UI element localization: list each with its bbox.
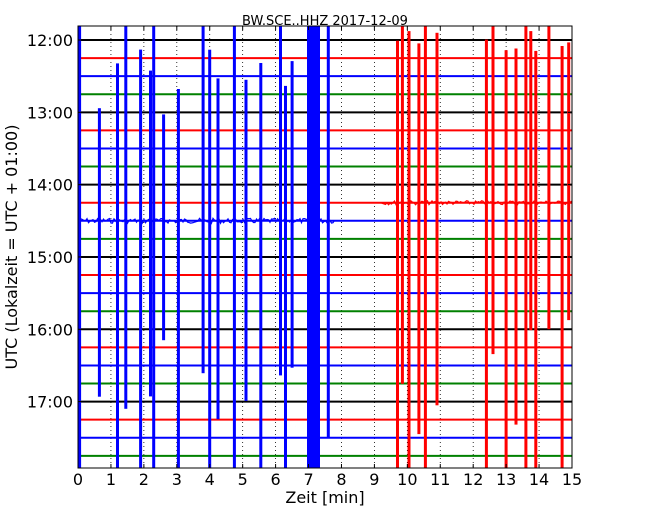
seismic-event <box>417 43 421 435</box>
seismic-event <box>529 31 533 331</box>
y-tick-label: 16:00 <box>27 320 73 339</box>
y-tick-label: 14:00 <box>27 176 73 195</box>
strong-event <box>308 26 320 468</box>
seismic-event <box>400 26 404 384</box>
plot-frame <box>77 25 573 469</box>
x-tick-label: 4 <box>205 470 215 489</box>
x-tick-label: 10 <box>397 470 417 489</box>
trace-rows <box>77 39 572 457</box>
x-tick-label: 14 <box>529 470 549 489</box>
x-tick-label: 2 <box>139 470 149 489</box>
seismic-event <box>216 78 220 420</box>
seismic-event <box>547 26 551 330</box>
seismic-event <box>78 26 82 468</box>
seismic-event <box>284 85 287 469</box>
x-tick-label: 5 <box>238 470 248 489</box>
seismic-event <box>290 61 294 368</box>
seismic-event <box>124 26 128 409</box>
x-tick-label: 12 <box>463 470 483 489</box>
seismic-event <box>423 26 427 468</box>
x-tick-label: 7 <box>303 470 313 489</box>
y-axis-ticks: 12:00 13:00 14:00 15:00 16:00 17:00 <box>27 31 572 412</box>
y-tick-label: 15:00 <box>27 248 73 267</box>
x-tick-label: 1 <box>106 470 116 489</box>
x-tick-label: 15 <box>562 470 582 489</box>
seismic-event <box>504 50 508 468</box>
x-axis-ticks: 0 1 2 3 4 5 6 7 8 9 10 11 12 13 14 15 <box>73 26 582 489</box>
seismic-event <box>567 42 571 321</box>
seismic-event <box>232 26 236 468</box>
burst-marks <box>78 26 571 469</box>
seismic-event <box>396 40 399 468</box>
seismic-event <box>201 26 205 374</box>
seismic-event <box>162 114 166 341</box>
seismic-event <box>244 79 248 401</box>
seismic-event <box>149 70 152 397</box>
x-tick-label: 8 <box>336 470 346 489</box>
y-axis-label: UTC (Lokalzeit = UTC + 01:00) <box>2 125 21 370</box>
seismic-event <box>484 39 488 468</box>
seismic-event <box>208 49 212 468</box>
seismic-event <box>560 46 564 468</box>
seismic-event <box>279 26 282 376</box>
seismic-event <box>259 63 263 468</box>
seismic-event <box>116 63 119 469</box>
chart-title: BW.SCE..HHZ 2017-12-09 <box>242 14 408 29</box>
seismic-event <box>534 50 538 469</box>
seismic-event <box>97 108 101 397</box>
y-tick-label: 12:00 <box>27 31 73 50</box>
seismic-event <box>514 48 518 425</box>
x-tick-label: 0 <box>73 470 83 489</box>
seismic-event <box>326 26 330 438</box>
seismic-event <box>152 26 156 468</box>
y-tick-label: 13:00 <box>27 103 73 122</box>
x-tick-label: 6 <box>271 470 281 489</box>
x-tick-label: 13 <box>496 470 516 489</box>
seismic-event <box>176 89 180 468</box>
noise-trace <box>380 199 572 206</box>
seismic-event <box>407 31 411 468</box>
x-tick-label: 11 <box>430 470 450 489</box>
x-axis-label: Zeit [min] <box>285 488 364 507</box>
seismic-event <box>524 26 528 468</box>
seismic-event <box>435 32 439 406</box>
seismic-event <box>491 26 495 355</box>
x-tick-label: 9 <box>369 470 379 489</box>
seismic-event <box>139 49 143 468</box>
y-tick-label: 17:00 <box>27 393 73 412</box>
x-tick-label: 3 <box>172 470 182 489</box>
